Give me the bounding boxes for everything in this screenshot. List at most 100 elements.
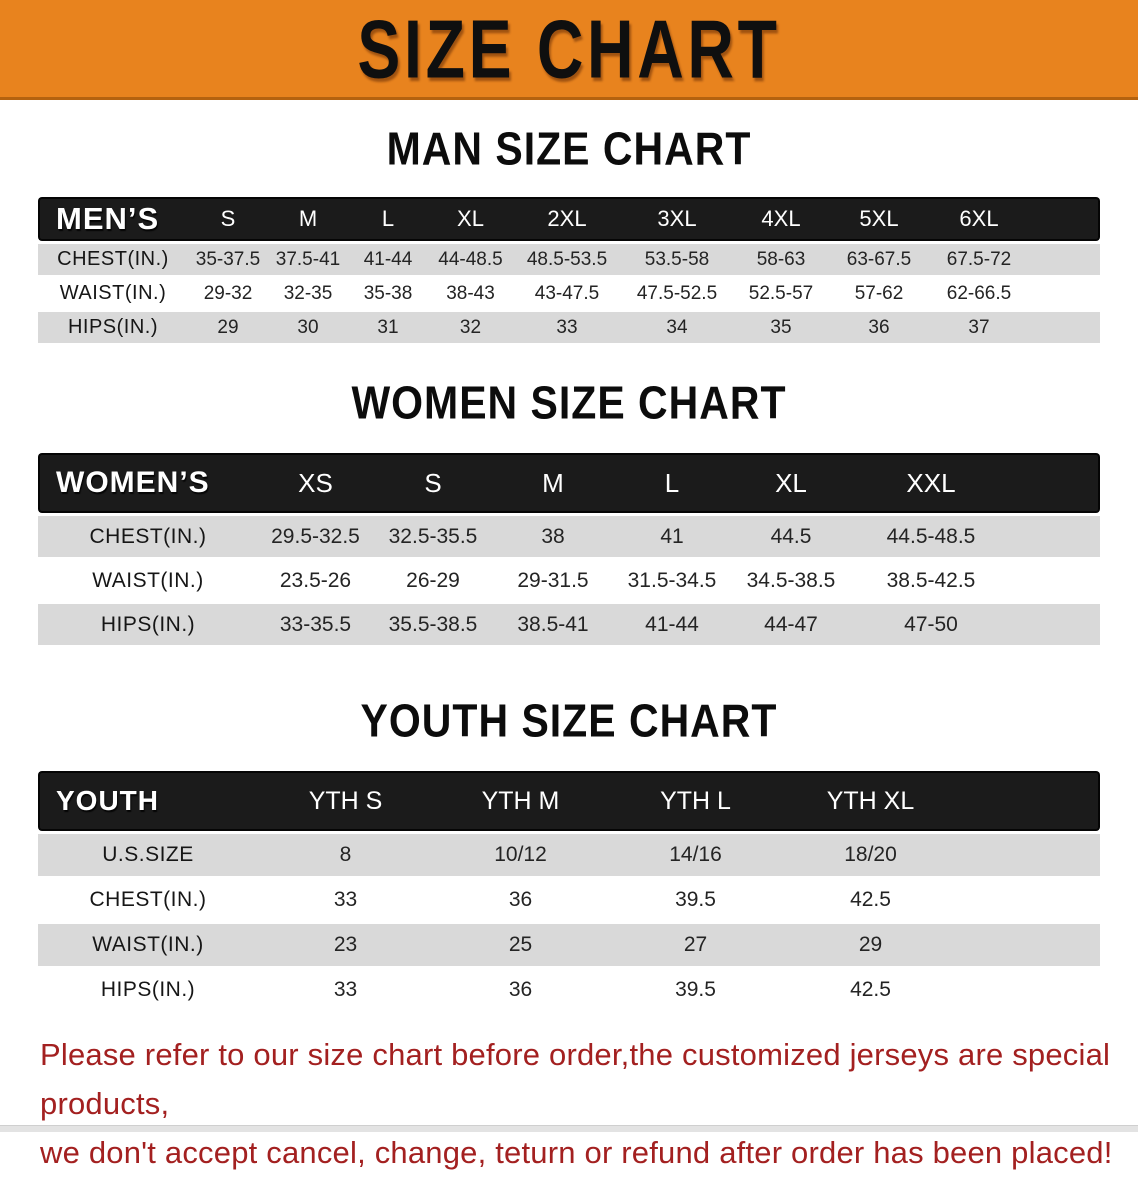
size-value: 38-43 <box>428 278 513 309</box>
size-value: 42.5 <box>783 969 958 1011</box>
size-value: 35.5-38.5 <box>373 604 493 645</box>
spacer-cell <box>1011 560 1100 601</box>
row-label: WAIST(IN.) <box>38 924 258 966</box>
column-header: M <box>493 453 613 513</box>
size-value: 38 <box>493 516 613 557</box>
size-value: 57-62 <box>829 278 929 309</box>
table-row: HIPS(IN.) 33 36 39.5 42.5 <box>38 969 1100 1011</box>
disclaimer-text: Please refer to our size chart before or… <box>40 1030 1138 1177</box>
column-header: S <box>373 453 493 513</box>
table-row: HIPS(IN.) 33-35.5 35.5-38.5 38.5-41 41-4… <box>38 604 1100 645</box>
column-header: 6XL <box>929 197 1029 241</box>
size-value: 48.5-53.5 <box>513 244 621 275</box>
size-value: 32.5-35.5 <box>373 516 493 557</box>
size-value: 38.5-41 <box>493 604 613 645</box>
men-size-table: MEN’S S M L XL 2XL 3XL 4XL 5XL 6XL CHEST… <box>38 194 1100 346</box>
table-row: WAIST(IN.) 23 25 27 29 <box>38 924 1100 966</box>
size-value: 14/16 <box>608 834 783 876</box>
column-header: 4XL <box>733 197 829 241</box>
youth-size-table: YOUTH YTH S YTH M YTH L YTH XL U.S.SIZE … <box>38 768 1100 1014</box>
table-row: CHEST(IN.) 35-37.5 37.5-41 41-44 44-48.5… <box>38 244 1100 275</box>
spacer-cell <box>958 834 1100 876</box>
row-label: WAIST(IN.) <box>38 278 188 309</box>
men-group-label: MEN’S <box>38 197 188 241</box>
spacer-cell <box>1029 197 1100 241</box>
size-value: 29 <box>188 312 268 343</box>
spacer-cell <box>958 924 1100 966</box>
column-header: M <box>268 197 348 241</box>
column-header: L <box>348 197 428 241</box>
size-value: 36 <box>829 312 929 343</box>
size-value: 35-38 <box>348 278 428 309</box>
column-header: 5XL <box>829 197 929 241</box>
row-label: CHEST(IN.) <box>38 516 258 557</box>
size-value: 34.5-38.5 <box>731 560 851 601</box>
women-header-row: WOMEN’S XS S M L XL XXL <box>38 453 1100 513</box>
size-value: 33 <box>513 312 621 343</box>
spacer-cell <box>958 771 1100 831</box>
table-row: CHEST(IN.) 29.5-32.5 32.5-35.5 38 41 44.… <box>38 516 1100 557</box>
spacer-cell <box>1029 278 1100 309</box>
size-value: 41 <box>613 516 731 557</box>
size-value: 38.5-42.5 <box>851 560 1011 601</box>
size-value: 44-48.5 <box>428 244 513 275</box>
bottom-edge-strip <box>0 1125 1138 1132</box>
size-value: 18/20 <box>783 834 958 876</box>
size-value: 47-50 <box>851 604 1011 645</box>
size-value: 37.5-41 <box>268 244 348 275</box>
spacer-cell <box>1029 244 1100 275</box>
size-value: 8 <box>258 834 433 876</box>
youth-section-heading: YOUTH SIZE CHART <box>360 695 778 747</box>
size-value: 30 <box>268 312 348 343</box>
spacer-cell <box>958 879 1100 921</box>
row-label: WAIST(IN.) <box>38 560 258 601</box>
column-header: YTH M <box>433 771 608 831</box>
women-group-label: WOMEN’S <box>38 453 258 513</box>
size-value: 23 <box>258 924 433 966</box>
size-value: 39.5 <box>608 879 783 921</box>
size-value: 53.5-58 <box>621 244 733 275</box>
size-value: 34 <box>621 312 733 343</box>
table-row: WAIST(IN.) 29-32 32-35 35-38 38-43 43-47… <box>38 278 1100 309</box>
table-row: WAIST(IN.) 23.5-26 26-29 29-31.5 31.5-34… <box>38 560 1100 601</box>
size-value: 44.5 <box>731 516 851 557</box>
size-value: 10/12 <box>433 834 608 876</box>
size-value: 35-37.5 <box>188 244 268 275</box>
size-value: 31.5-34.5 <box>613 560 731 601</box>
banner-title: SIZE CHART <box>357 2 781 95</box>
column-header: 3XL <box>621 197 733 241</box>
size-value: 26-29 <box>373 560 493 601</box>
size-value: 36 <box>433 879 608 921</box>
size-value: 32 <box>428 312 513 343</box>
size-value: 32-35 <box>268 278 348 309</box>
column-header: XL <box>731 453 851 513</box>
women-size-table: WOMEN’S XS S M L XL XXL CHEST(IN.) 29.5-… <box>38 450 1100 648</box>
column-header: YTH L <box>608 771 783 831</box>
row-label: HIPS(IN.) <box>38 604 258 645</box>
disclaimer-line-2: we don't accept cancel, change, teturn o… <box>40 1135 1113 1170</box>
size-value: 63-67.5 <box>829 244 929 275</box>
size-value: 67.5-72 <box>929 244 1029 275</box>
size-chart-banner: SIZE CHART <box>0 0 1138 100</box>
size-value: 25 <box>433 924 608 966</box>
size-value: 41-44 <box>613 604 731 645</box>
youth-header-row: YOUTH YTH S YTH M YTH L YTH XL <box>38 771 1100 831</box>
size-value: 52.5-57 <box>733 278 829 309</box>
size-value: 43-47.5 <box>513 278 621 309</box>
size-value: 44-47 <box>731 604 851 645</box>
column-header: YTH XL <box>783 771 958 831</box>
column-header: XS <box>258 453 373 513</box>
size-value: 31 <box>348 312 428 343</box>
size-value: 36 <box>433 969 608 1011</box>
size-value: 23.5-26 <box>258 560 373 601</box>
table-row: HIPS(IN.) 29 30 31 32 33 34 35 36 37 <box>38 312 1100 343</box>
size-value: 27 <box>608 924 783 966</box>
size-value: 44.5-48.5 <box>851 516 1011 557</box>
row-label: CHEST(IN.) <box>38 244 188 275</box>
men-header-row: MEN’S S M L XL 2XL 3XL 4XL 5XL 6XL <box>38 197 1100 241</box>
man-section-heading: MAN SIZE CHART <box>386 123 752 175</box>
row-label: U.S.SIZE <box>38 834 258 876</box>
size-value: 33 <box>258 879 433 921</box>
table-row: U.S.SIZE 8 10/12 14/16 18/20 <box>38 834 1100 876</box>
column-header: YTH S <box>258 771 433 831</box>
